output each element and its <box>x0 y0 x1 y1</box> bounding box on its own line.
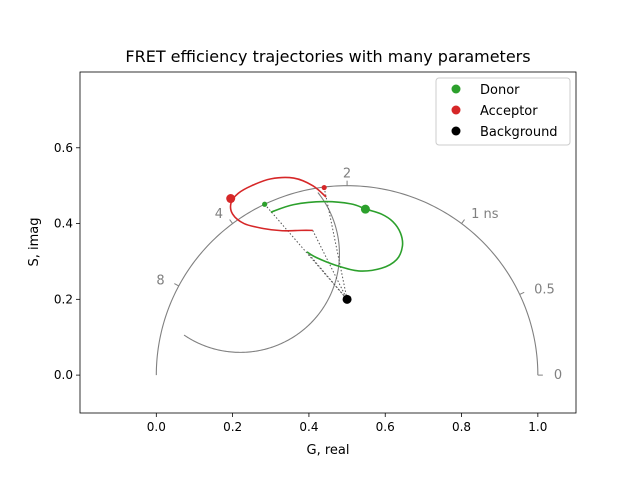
y-tick-label: 0.6 <box>54 141 73 155</box>
x-tick-label: 0.6 <box>376 420 395 434</box>
lifetime-tick <box>519 291 525 295</box>
y-tick-label: 0.4 <box>54 217 73 231</box>
x-tick-label: 0.0 <box>147 420 166 434</box>
x-tick-label: 0.2 <box>223 420 242 434</box>
donor-trajectory <box>270 200 404 272</box>
donor-marker <box>360 204 370 214</box>
legend-frame <box>435 77 571 146</box>
plot-content: 0 0.5 1 ns 2 4 8 <box>155 167 562 383</box>
lifetime-tick <box>461 219 465 224</box>
legend-label-acceptor: Acceptor <box>480 104 538 119</box>
legend-label-background: Background <box>480 125 558 140</box>
y-axis-label: S, imag <box>27 217 42 266</box>
lifetime-label: 0.5 <box>534 282 555 297</box>
lifetime-label: 1 ns <box>471 207 499 222</box>
lifetime-label: 4 <box>215 207 223 222</box>
acceptor-start-marker <box>321 184 327 191</box>
legend-marker-acceptor <box>451 105 461 115</box>
legend-label-donor: Donor <box>480 83 520 98</box>
donor-start-marker <box>262 201 268 207</box>
background-link-line <box>323 187 348 300</box>
lifetime-label: 8 <box>156 273 164 288</box>
legend: Donor Acceptor Background <box>435 77 571 146</box>
lifetime-tick <box>229 219 234 224</box>
chart-title: FRET efficiency trajectories with many p… <box>125 47 530 66</box>
acceptor-marker <box>226 194 236 204</box>
background-marker <box>342 294 352 304</box>
x-tick-label: 0.4 <box>299 420 318 434</box>
lifetime-tick <box>174 283 179 287</box>
x-axis-label: G, real <box>307 443 350 458</box>
background-link-line <box>312 230 348 300</box>
y-axis-ticks: 0.0 0.2 0.4 0.6 <box>54 141 80 382</box>
axes-frame <box>79 71 577 414</box>
lifetime-label: 2 <box>343 167 351 182</box>
lifetime-label: 0 <box>554 368 562 383</box>
x-tick-label: 1.0 <box>528 420 547 434</box>
y-tick-label: 0.2 <box>54 292 73 306</box>
universal-semicircle <box>155 185 539 376</box>
x-tick-label: 0.8 <box>452 420 471 434</box>
legend-marker-donor <box>451 84 461 94</box>
legend-marker-background <box>451 126 461 136</box>
y-tick-label: 0.0 <box>54 368 73 382</box>
x-axis-ticks: 0.0 0.2 0.4 0.6 0.8 1.0 <box>147 413 547 434</box>
fret-reference-arc <box>183 192 341 353</box>
